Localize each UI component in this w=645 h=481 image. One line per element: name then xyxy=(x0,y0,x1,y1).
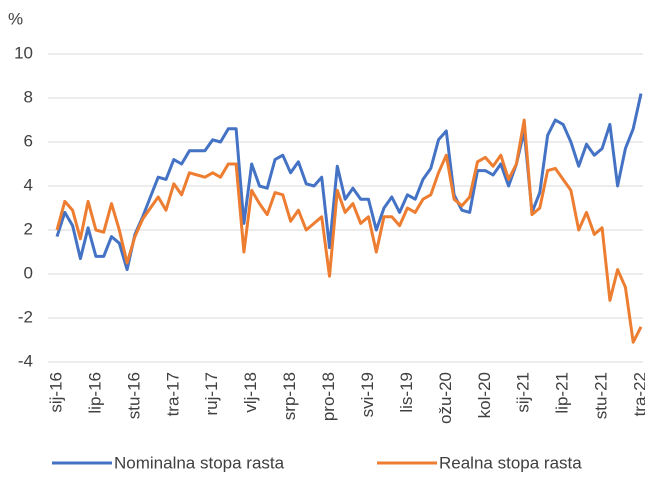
x-tick-label: lis-19 xyxy=(397,372,416,413)
x-tick-label: sij-16 xyxy=(46,372,65,413)
y-tick-label: 6 xyxy=(24,131,33,150)
x-tick-label: kol-20 xyxy=(475,372,494,418)
line-series xyxy=(55,118,643,344)
y-tick-label: -2 xyxy=(18,307,33,326)
y-tick-label: 4 xyxy=(24,175,33,194)
x-tick-label: srp-18 xyxy=(280,372,299,420)
y-tick-label: -4 xyxy=(18,351,33,370)
x-tick-label: svi-19 xyxy=(358,372,377,417)
x-tick-label: tra-17 xyxy=(163,372,182,416)
y-tick-label: 10 xyxy=(14,43,33,62)
x-tick-label: vlj-18 xyxy=(241,372,260,413)
legend-label: Nominalna stopa rasta xyxy=(114,453,285,472)
y-unit: % xyxy=(8,9,23,28)
y-tick-label: 2 xyxy=(24,219,33,238)
x-tick-label: ožu-20 xyxy=(436,372,455,424)
legend-label: Realna stopa rasta xyxy=(439,453,582,472)
x-tick-label: ruj-17 xyxy=(202,372,221,415)
x-tick-label: lip-21 xyxy=(553,372,572,414)
line-series xyxy=(55,93,643,272)
x-tick-label: stu-16 xyxy=(124,372,143,419)
y-tick-label: 0 xyxy=(24,263,33,282)
x-tick-label: sij-21 xyxy=(514,372,533,413)
x-tick-label: stu-21 xyxy=(592,372,611,419)
x-tick-label: tra-22 xyxy=(630,372,645,416)
x-tick-label: pro-18 xyxy=(319,372,338,421)
y-tick-label: 8 xyxy=(24,87,33,106)
x-tick-label: lip-16 xyxy=(85,372,104,414)
